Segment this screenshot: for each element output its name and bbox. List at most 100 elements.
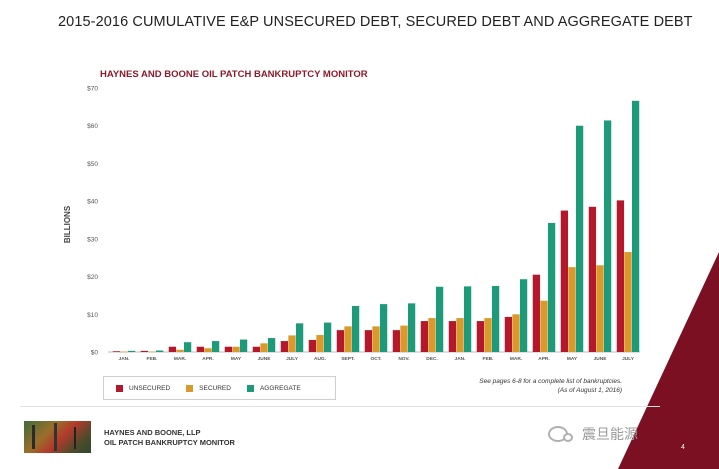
bar-unsecured-2	[168, 346, 177, 352]
bar-secured-8	[344, 326, 352, 352]
logo-detail	[54, 423, 57, 451]
legend-label-unsecured: UNSECURED	[129, 384, 171, 392]
x-tick-label: JAN.	[119, 356, 130, 362]
page-title: 2015-2016 CUMULATIVE E&P UNSECURED DEBT,…	[58, 14, 693, 30]
bar-aggregate-18	[631, 100, 640, 352]
bar-aggregate-13	[491, 286, 500, 352]
bar-secured-1	[148, 351, 156, 353]
bar-secured-14	[512, 314, 520, 352]
footer-monitor-name: OIL PATCH BANKRUPTCY MONITOR	[104, 438, 235, 447]
footer-divider	[20, 406, 660, 407]
bar-secured-6	[288, 335, 296, 352]
footer-firm-name: HAYNES AND BOONE, LLP	[104, 428, 201, 437]
y-tick-label: $0	[91, 350, 99, 357]
logo-detail	[32, 425, 35, 449]
legend-swatch-unsecured	[116, 384, 123, 392]
bar-secured-11	[428, 318, 436, 352]
logo-detail	[74, 427, 76, 449]
bar-unsecured-4	[224, 346, 233, 352]
x-tick-label: JULY	[622, 356, 635, 362]
chart-title: HAYNES AND BOONE OIL PATCH BANKRUPTCY MO…	[100, 69, 368, 80]
x-tick-label: MAR.	[510, 356, 522, 362]
x-tick-label: SEPT.	[341, 356, 354, 362]
bar-aggregate-0	[127, 350, 136, 352]
x-tick-label: JUNE	[594, 356, 608, 362]
bar-unsecured-14	[504, 316, 513, 352]
bar-aggregate-15	[547, 223, 556, 352]
y-axis: $0 $10 $20 $30 $40 $50 $60 $70	[87, 86, 640, 357]
bar-aggregate-11	[435, 286, 444, 352]
bar-secured-16	[568, 267, 576, 352]
bar-aggregate-16	[575, 125, 584, 353]
x-tick-label: FEB.	[147, 356, 158, 362]
bar-aggregate-10	[407, 303, 416, 352]
bar-aggregate-8	[351, 305, 360, 352]
bar-unsecured-10	[392, 330, 401, 352]
legend-item-secured: SECURED	[186, 384, 231, 392]
bar-unsecured-5	[252, 346, 261, 352]
bar-aggregate-4	[239, 339, 248, 352]
bar-unsecured-8	[336, 330, 345, 352]
bar-aggregate-3	[211, 341, 220, 352]
x-tick-label: APR.	[538, 356, 549, 362]
wechat-icon	[548, 426, 573, 442]
x-tick-label: AUG.	[314, 356, 326, 362]
bar-secured-5	[260, 343, 268, 352]
bar-secured-10	[400, 325, 408, 352]
x-tick-label: MAY	[567, 356, 578, 362]
bar-secured-13	[484, 318, 492, 352]
watermark-text: 震旦能源	[582, 426, 638, 442]
y-tick-label: $50	[87, 161, 98, 168]
bar-secured-15	[540, 300, 548, 352]
x-axis: JAN. FEB. MAR. APR. MAY JUNE JULY AUG. SEPT. OCT.…	[119, 356, 635, 362]
legend-item-aggregate: AGGREGATE	[246, 384, 301, 392]
bar-unsecured-0	[112, 351, 121, 352]
x-tick-label: NOV.	[398, 356, 409, 362]
note-line-1: See pages 6-8 for a complete list of ban…	[479, 378, 622, 385]
bar-unsecured-1	[140, 350, 149, 352]
legend-label-secured: SECURED	[199, 384, 231, 392]
firm-logo-image	[24, 421, 91, 453]
y-tick-label: $70	[87, 86, 98, 93]
source-note: See pages 6-8 for a complete list of ban…	[452, 377, 622, 395]
bar-secured-0	[120, 351, 128, 353]
bar-aggregate-14	[519, 279, 528, 352]
bar-aggregate-6	[295, 323, 304, 352]
x-tick-label: JUNE	[258, 356, 272, 362]
bar-unsecured-7	[308, 339, 317, 352]
bar-secured-7	[316, 335, 324, 352]
x-tick-label: DEC.	[426, 356, 437, 362]
bar-aggregate-2	[183, 342, 192, 352]
bar-unsecured-3	[196, 346, 205, 352]
bar-unsecured-9	[364, 330, 373, 352]
x-tick-label: FEB.	[483, 356, 494, 362]
x-tick-label: MAR.	[174, 356, 186, 362]
bar-secured-12	[456, 318, 464, 352]
bar-unsecured-18	[616, 200, 625, 352]
bar-unsecured-6	[280, 341, 289, 352]
legend-item-unsecured: UNSECURED	[116, 384, 171, 392]
accent-wedge	[618, 252, 719, 469]
bar-secured-18	[624, 252, 632, 352]
y-tick-label: $60	[87, 123, 98, 130]
page-number: 4	[681, 444, 685, 451]
bar-secured-3	[204, 348, 212, 352]
bar-unsecured-12	[448, 321, 457, 352]
legend: UNSECURED SECURED AGGREGATE	[103, 376, 336, 400]
legend-swatch-secured	[186, 384, 194, 392]
bar-aggregate-9	[379, 304, 388, 352]
x-tick-label: OCT.	[371, 356, 382, 362]
bar-unsecured-15	[532, 274, 541, 352]
bar-secured-9	[372, 326, 380, 352]
bar-aggregate-17	[603, 120, 612, 353]
legend-swatch-aggregate	[246, 384, 254, 392]
y-tick-label: $30	[87, 236, 98, 243]
x-tick-label: JULY	[286, 356, 299, 362]
footer-firm: HAYNES AND BOONE, LLP OIL PATCH BANKRUPT…	[104, 428, 235, 448]
bars	[112, 100, 640, 353]
bar-unsecured-16	[560, 210, 569, 352]
bar-secured-2	[176, 349, 184, 352]
legend-label-aggregate: AGGREGATE	[259, 384, 301, 392]
y-tick-label: $40	[87, 199, 98, 206]
